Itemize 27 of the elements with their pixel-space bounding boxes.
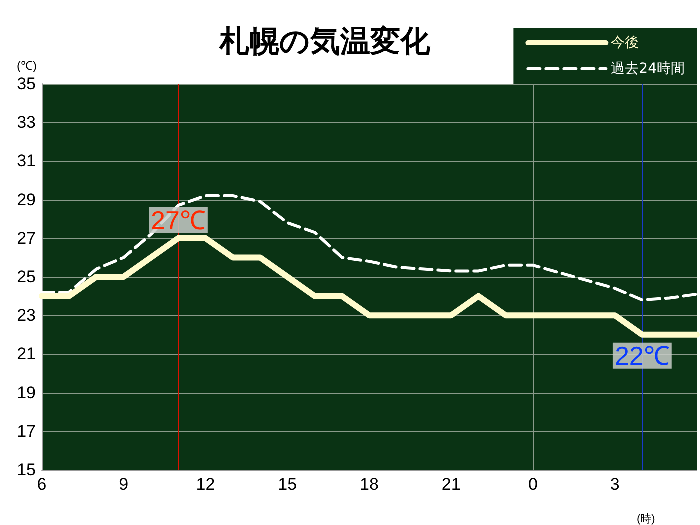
y-tick-label: 15	[17, 460, 36, 480]
x-axis-title: (時)	[637, 512, 656, 525]
y-tick-label: 23	[17, 306, 36, 326]
x-tick-label: 9	[119, 475, 129, 494]
y-tick-label: 25	[17, 268, 36, 286]
x-tick-label: 12	[196, 475, 216, 494]
y-tick-label: 17	[17, 422, 36, 441]
y-tick-label: 33	[17, 113, 36, 132]
x-tick-label: 15	[278, 475, 298, 494]
x-tick-label: 18	[360, 475, 379, 494]
x-tick-label: 3	[610, 475, 620, 494]
y-axis-title: (℃)	[17, 59, 37, 73]
x-tick-label: 6	[37, 475, 47, 494]
y-tick-label: 21	[17, 344, 36, 364]
text: 今後	[611, 35, 640, 51]
annotation: 22℃	[614, 340, 670, 371]
y-tick-label: 19	[17, 383, 36, 402]
chart-title: 札幌の気温変化	[218, 24, 432, 60]
x-tick-label: 21	[442, 475, 461, 494]
y-tick-label: 27	[17, 228, 36, 248]
annotation: 27℃	[150, 205, 206, 236]
line-series	[40, 194, 698, 302]
x-tick-label: 0	[528, 475, 538, 494]
text: 過去24時間	[611, 61, 686, 77]
y-tick-label: 31	[17, 152, 36, 171]
y-tick-label: 35	[17, 74, 36, 94]
y-tick-label: 29	[17, 190, 36, 210]
